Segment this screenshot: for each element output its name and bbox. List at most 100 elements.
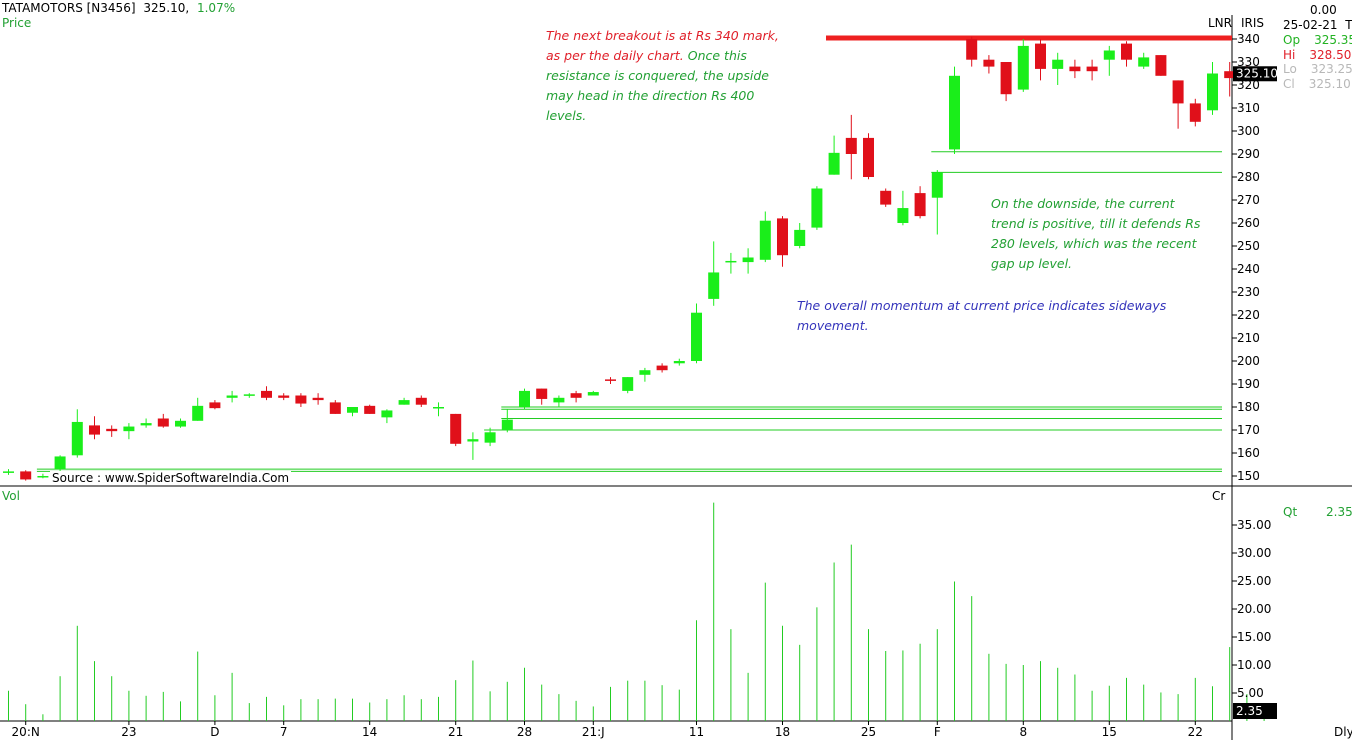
candle-body — [1189, 103, 1201, 122]
candle — [725, 252, 737, 274]
price-tick-label: 250 — [1237, 239, 1260, 253]
date-tick-label: 25 — [861, 725, 876, 739]
candle — [226, 390, 238, 403]
price-tick-label: 160 — [1237, 446, 1260, 460]
candle-body — [71, 421, 83, 456]
price-tick-label: 190 — [1237, 377, 1260, 391]
cr-label: Cr — [1212, 489, 1226, 503]
candle-body — [983, 59, 995, 67]
candle — [863, 133, 874, 180]
volume-tick-label: 25.00 — [1237, 574, 1271, 588]
candle-body — [450, 413, 462, 444]
volume-axis: 5.00 10.00 15.00 20.00 25.00 30.00 35.00 — [1232, 518, 1271, 700]
date-tick-label: 11 — [689, 725, 704, 739]
candle — [484, 427, 496, 447]
price-tick-label: 210 — [1237, 331, 1260, 345]
info-date-value: 25-02-21 — [1283, 18, 1338, 32]
candle-body — [742, 257, 754, 263]
candle — [157, 413, 169, 428]
candle-body — [1224, 71, 1236, 79]
price-tick-label: 180 — [1237, 400, 1260, 414]
candle-body — [845, 137, 857, 154]
candle-body — [37, 476, 49, 478]
candle-body — [949, 75, 960, 150]
date-tick-label: 20:N — [12, 725, 40, 739]
volume-tick-label: 35.00 — [1237, 518, 1271, 532]
candle-body — [1121, 43, 1132, 60]
candle — [415, 395, 427, 407]
price-tick-label: 240 — [1237, 262, 1260, 276]
last-price-box — [1233, 66, 1277, 82]
candle — [295, 393, 307, 407]
candle — [1207, 62, 1218, 115]
change-percent: 1.07% — [196, 1, 236, 15]
candle — [880, 188, 892, 207]
price-tick-label: 320 — [1237, 78, 1260, 92]
candle — [811, 186, 823, 230]
candle — [983, 55, 995, 74]
candle-body — [278, 395, 290, 398]
candle-body — [243, 394, 255, 396]
candle — [261, 386, 272, 401]
candle — [106, 425, 118, 437]
last-volume-label: 2.35 — [1236, 704, 1263, 718]
candle-body — [140, 423, 152, 426]
candle-body — [1052, 59, 1064, 69]
lnr-label: LNR — [1208, 16, 1232, 30]
candle-body — [691, 312, 702, 361]
candle-body — [415, 397, 427, 405]
info-row-cl: Cl 325.10 — [1283, 77, 1351, 91]
date-tick-label: 14 — [362, 725, 377, 739]
candle-body — [794, 229, 806, 246]
candle — [587, 390, 599, 396]
candle — [639, 367, 651, 382]
last-price-label: 325.10 — [1236, 66, 1278, 80]
date-tick-label: 21:J — [582, 725, 605, 739]
info-row-value: 328.50 — [1309, 47, 1352, 62]
candle-body — [880, 190, 892, 205]
date-tick-label: 8 — [1019, 725, 1027, 739]
qt-label: Qt — [1283, 505, 1298, 519]
candle — [519, 388, 530, 410]
price-axis: 150 160 170 180 190 200 210 220 230 240 250 260 270 2… — [1232, 32, 1260, 483]
info-day: Th — [1345, 18, 1352, 32]
candle — [398, 397, 410, 405]
candle-body — [725, 260, 737, 263]
candle-body — [811, 188, 823, 228]
candle-body — [398, 400, 410, 405]
candle — [1172, 80, 1184, 129]
candle-body — [501, 419, 513, 430]
info-row-value: 325.10 — [1308, 76, 1351, 91]
candle — [381, 409, 393, 424]
candle — [1000, 62, 1012, 102]
price-tick-label: 280 — [1237, 170, 1260, 184]
candle — [570, 390, 582, 403]
candle-body — [3, 471, 14, 473]
candle-body — [433, 407, 444, 409]
candle — [966, 36, 978, 67]
date-tick-label: 7 — [280, 725, 288, 739]
candle — [123, 423, 135, 440]
info-row-label: Cl — [1283, 76, 1295, 91]
price-tick-label: 310 — [1237, 101, 1260, 115]
qt-value: 2.35 — [1326, 505, 1352, 519]
candle — [656, 363, 668, 373]
candle — [828, 135, 840, 175]
candle-body — [708, 272, 720, 299]
candle — [1017, 39, 1029, 92]
price-tick-label: 200 — [1237, 354, 1260, 368]
candle — [1086, 59, 1098, 81]
chart-header: TATAMOTORS [N3456] 325.10, 1.07% — [2, 1, 235, 15]
info-row-label: Lo — [1283, 62, 1297, 76]
candle — [329, 400, 341, 414]
candle — [845, 114, 857, 180]
candle — [1052, 52, 1064, 85]
price-tick-label: 300 — [1237, 124, 1260, 138]
candle-body — [20, 471, 32, 480]
volume-tick-label: 15.00 — [1237, 630, 1271, 644]
candle — [433, 402, 444, 417]
info-row-label: Hi — [1283, 47, 1296, 62]
candle — [1224, 62, 1236, 97]
last-volume-box — [1233, 703, 1277, 719]
info-top-value: 0.00 — [1310, 3, 1337, 17]
